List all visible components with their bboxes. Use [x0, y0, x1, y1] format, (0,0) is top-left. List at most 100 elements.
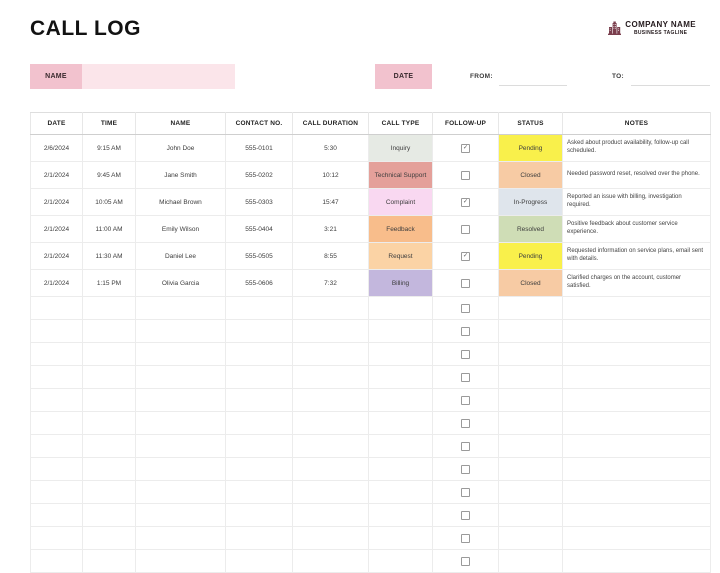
empty-cell[interactable]	[30, 434, 83, 458]
cell-follow-up[interactable]	[432, 549, 499, 573]
empty-cell[interactable]	[292, 365, 369, 389]
empty-cell[interactable]	[135, 342, 226, 366]
follow-up-checkbox-unchecked[interactable]	[461, 533, 470, 543]
cell-notes[interactable]: Reported an issue with billing, investig…	[562, 188, 711, 216]
empty-cell[interactable]	[562, 296, 711, 320]
cell-date[interactable]: 2/1/2024	[30, 188, 83, 216]
empty-cell[interactable]	[368, 342, 433, 366]
empty-cell[interactable]	[82, 457, 136, 481]
empty-cell[interactable]	[30, 503, 83, 527]
empty-cell[interactable]	[498, 296, 563, 320]
cell-time[interactable]: 11:00 AM	[82, 215, 136, 243]
empty-cell[interactable]	[368, 549, 433, 573]
empty-cell[interactable]	[135, 319, 226, 343]
cell-call-type-badge[interactable]: Billing	[368, 269, 433, 297]
empty-cell[interactable]	[82, 342, 136, 366]
cell-notes[interactable]: Positive feedback about customer service…	[562, 215, 711, 243]
empty-cell[interactable]	[368, 526, 433, 550]
cell-contact-no[interactable]: 555-0101	[225, 134, 293, 162]
empty-cell[interactable]	[562, 457, 711, 481]
empty-cell[interactable]	[225, 549, 293, 573]
follow-up-checkbox-unchecked[interactable]	[461, 278, 470, 288]
empty-cell[interactable]	[368, 365, 433, 389]
empty-cell[interactable]	[498, 411, 563, 435]
empty-cell[interactable]	[292, 388, 369, 412]
cell-time[interactable]: 1:15 PM	[82, 269, 136, 297]
cell-follow-up[interactable]	[432, 342, 499, 366]
empty-cell[interactable]	[368, 411, 433, 435]
name-input[interactable]	[82, 64, 235, 89]
empty-cell[interactable]	[135, 365, 226, 389]
empty-cell[interactable]	[225, 457, 293, 481]
empty-cell[interactable]	[498, 480, 563, 504]
cell-notes[interactable]: Asked about product availability, follow…	[562, 134, 711, 162]
empty-cell[interactable]	[225, 503, 293, 527]
empty-cell[interactable]	[292, 549, 369, 573]
empty-cell[interactable]	[135, 480, 226, 504]
cell-time[interactable]: 9:45 AM	[82, 161, 136, 189]
empty-cell[interactable]	[562, 549, 711, 573]
empty-cell[interactable]	[82, 365, 136, 389]
empty-cell[interactable]	[225, 480, 293, 504]
empty-cell[interactable]	[225, 388, 293, 412]
cell-follow-up[interactable]	[432, 480, 499, 504]
cell-call-type-badge[interactable]: Inquiry	[368, 134, 433, 162]
follow-up-checkbox-unchecked[interactable]	[461, 395, 470, 405]
cell-time[interactable]: 9:15 AM	[82, 134, 136, 162]
cell-status-badge[interactable]: Closed	[498, 161, 563, 189]
from-input[interactable]	[499, 85, 567, 86]
empty-cell[interactable]	[30, 549, 83, 573]
follow-up-checkbox-unchecked[interactable]	[461, 418, 470, 428]
empty-cell[interactable]	[30, 388, 83, 412]
cell-time[interactable]: 11:30 AM	[82, 242, 136, 270]
cell-call-duration[interactable]: 10:12	[292, 161, 369, 189]
follow-up-checkbox-unchecked[interactable]	[461, 441, 470, 451]
cell-contact-no[interactable]: 555-0202	[225, 161, 293, 189]
cell-notes[interactable]: Clarified charges on the account, custom…	[562, 269, 711, 297]
cell-call-type-badge[interactable]: Technical Support	[368, 161, 433, 189]
cell-call-duration[interactable]: 15:47	[292, 188, 369, 216]
empty-cell[interactable]	[82, 503, 136, 527]
follow-up-checkbox-unchecked[interactable]	[461, 303, 470, 313]
follow-up-checkbox-unchecked[interactable]	[461, 170, 470, 180]
cell-notes[interactable]: Requested information on service plans, …	[562, 242, 711, 270]
cell-time[interactable]: 10:05 AM	[82, 188, 136, 216]
empty-cell[interactable]	[82, 480, 136, 504]
empty-cell[interactable]	[292, 411, 369, 435]
empty-cell[interactable]	[368, 388, 433, 412]
empty-cell[interactable]	[135, 411, 226, 435]
empty-cell[interactable]	[30, 319, 83, 343]
empty-cell[interactable]	[292, 319, 369, 343]
cell-call-type-badge[interactable]: Request	[368, 242, 433, 270]
cell-contact-no[interactable]: 555-0505	[225, 242, 293, 270]
empty-cell[interactable]	[562, 319, 711, 343]
follow-up-checkbox-unchecked[interactable]	[461, 464, 470, 474]
empty-cell[interactable]	[225, 365, 293, 389]
empty-cell[interactable]	[292, 480, 369, 504]
empty-cell[interactable]	[562, 388, 711, 412]
empty-cell[interactable]	[225, 342, 293, 366]
empty-cell[interactable]	[368, 296, 433, 320]
empty-cell[interactable]	[292, 526, 369, 550]
follow-up-checkbox-unchecked[interactable]	[461, 487, 470, 497]
cell-status-badge[interactable]: Pending	[498, 242, 563, 270]
empty-cell[interactable]	[368, 319, 433, 343]
cell-call-type-badge[interactable]: Complaint	[368, 188, 433, 216]
cell-name[interactable]: Daniel Lee	[135, 242, 226, 270]
cell-follow-up[interactable]	[432, 319, 499, 343]
cell-date[interactable]: 2/1/2024	[30, 161, 83, 189]
empty-cell[interactable]	[292, 434, 369, 458]
cell-follow-up[interactable]	[432, 365, 499, 389]
empty-cell[interactable]	[135, 526, 226, 550]
follow-up-checkbox-unchecked[interactable]	[461, 510, 470, 520]
empty-cell[interactable]	[135, 434, 226, 458]
follow-up-checkbox-unchecked[interactable]	[461, 349, 470, 359]
empty-cell[interactable]	[135, 296, 226, 320]
empty-cell[interactable]	[30, 342, 83, 366]
cell-contact-no[interactable]: 555-0303	[225, 188, 293, 216]
empty-cell[interactable]	[562, 411, 711, 435]
empty-cell[interactable]	[225, 296, 293, 320]
empty-cell[interactable]	[82, 434, 136, 458]
empty-cell[interactable]	[135, 457, 226, 481]
empty-cell[interactable]	[135, 388, 226, 412]
